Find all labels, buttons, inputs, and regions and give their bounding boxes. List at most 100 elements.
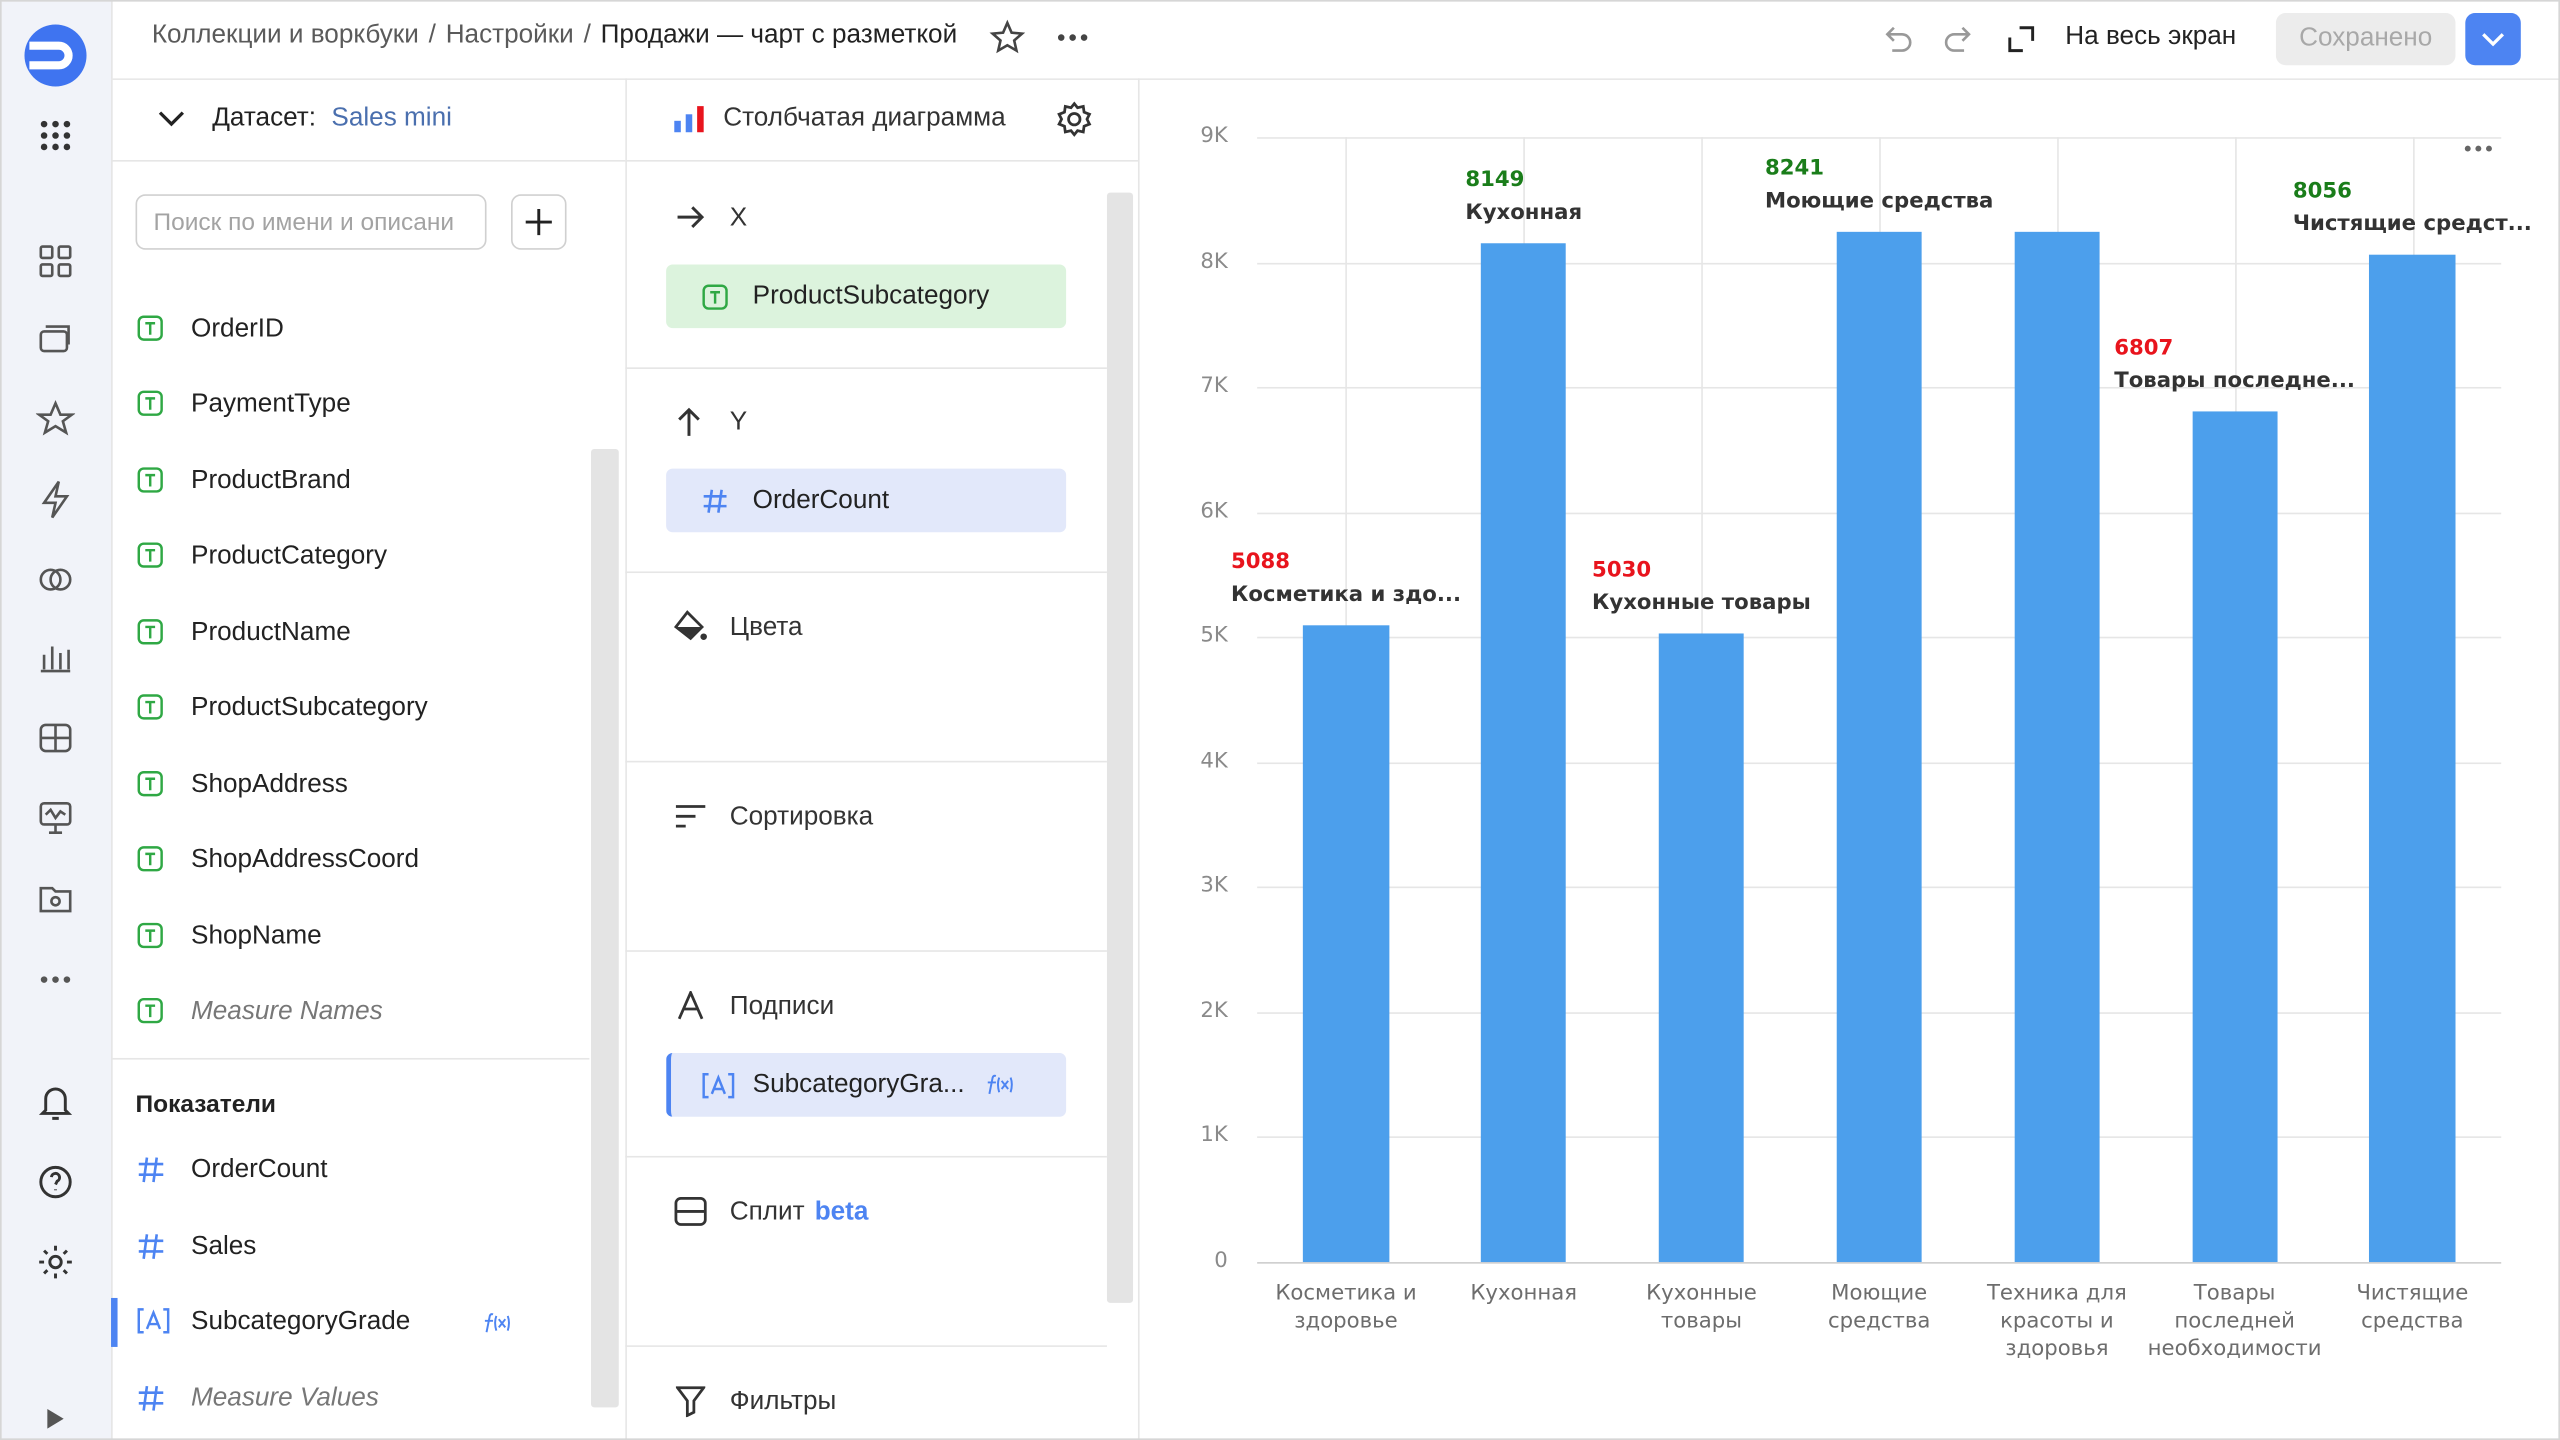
divider — [625, 571, 1107, 573]
icon-part — [145, 322, 155, 333]
field-name: SubcategoryGra... — [753, 1053, 965, 1117]
field-item[interactable]: ShopName — [111, 912, 593, 961]
y-tick-label: 9K — [1162, 124, 1227, 148]
colors-icon — [673, 609, 709, 645]
y-tick-label: 5K — [1162, 624, 1227, 648]
field-item[interactable]: OrderID — [111, 304, 593, 353]
dataset-name[interactable]: Sales mini — [331, 104, 452, 133]
top-bar: Коллекции и воркбуки / Настройки / Прода… — [111, 0, 2560, 80]
breadcrumb[interactable]: Коллекции и воркбуки — [152, 21, 419, 50]
section-title: Подписи — [730, 993, 834, 1022]
measure-list: OrderCount Sales SubcategoryGrade Measure V… — [111, 1140, 593, 1440]
wizard-panel: Столбчатая диаграмма X ProductSubcategor… — [625, 78, 1139, 1440]
divider — [625, 1345, 1107, 1347]
add-field-button[interactable] — [511, 194, 567, 250]
icon-part — [145, 398, 155, 409]
y-tick-label: 2K — [1162, 999, 1227, 1023]
grid-line — [1257, 262, 2501, 264]
dataset-panel: Датасет: Sales mini Поиск по имени и опи… — [111, 78, 627, 1440]
text-type-icon — [137, 466, 170, 495]
breadcrumb[interactable]: Настройки — [446, 21, 574, 50]
chart-name: Продажи — чарт с разметкой — [601, 21, 958, 50]
field-name: ShopAddressCoord — [191, 836, 419, 885]
favorite-icon[interactable] — [989, 20, 1025, 56]
split-icon — [674, 1197, 707, 1226]
bar — [2014, 232, 2099, 1262]
data-label-name: Косметика и здо... — [1231, 580, 1461, 613]
icon-part — [145, 626, 155, 637]
logo[interactable] — [23, 23, 88, 88]
filters-icon — [676, 1384, 705, 1417]
y-field[interactable]: OrderCount — [666, 469, 1066, 533]
section-title: X — [730, 204, 747, 233]
field-item[interactable]: OrderCount — [111, 1146, 593, 1195]
more-icon[interactable] — [39, 973, 72, 986]
data-label: 8241Моющие средства — [1765, 154, 1993, 219]
breadcrumb-separator: / — [429, 21, 436, 50]
more-menu[interactable] — [1056, 31, 1089, 44]
x-tick-label: Моющие средства — [1788, 1280, 1971, 1336]
field-item[interactable]: ShopAddressCoord — [111, 836, 593, 885]
field-name: OrderCount — [753, 469, 889, 533]
collapse-icon[interactable] — [157, 109, 186, 129]
chart-type-icon — [673, 104, 706, 133]
text-type-icon — [137, 998, 170, 1027]
y-tick-label: 3K — [1162, 874, 1227, 898]
bar — [2192, 411, 2277, 1262]
search-placeholder: Поиск по имени и описани — [153, 209, 454, 237]
selection-marker — [111, 1298, 118, 1347]
chart-type[interactable]: Столбчатая диаграмма — [723, 104, 1005, 133]
number-type-icon — [702, 488, 728, 514]
dimension-list: OrderDate OrderID PaymentType ProductBrand P… — [111, 268, 593, 1045]
formula-icon — [981, 1074, 1014, 1095]
label-type-icon — [137, 1308, 170, 1337]
field-item[interactable]: Measure Values — [111, 1374, 593, 1423]
chart-menu[interactable] — [2464, 144, 2493, 154]
field-item[interactable]: ProductSubcategory — [111, 684, 593, 733]
field-name: ProductSubcategory — [191, 684, 428, 733]
expand-icon[interactable] — [44, 1407, 67, 1430]
field-item[interactable]: PaymentType — [111, 380, 593, 429]
icon-part — [145, 550, 155, 561]
undo-redo[interactable] — [1882, 23, 1973, 56]
grid-line — [1257, 137, 2501, 139]
x-field[interactable]: ProductSubcategory — [666, 264, 1066, 328]
x-icon — [674, 202, 707, 231]
icon-part — [145, 474, 155, 485]
label-type-icon — [702, 1073, 735, 1099]
field-item[interactable]: ShopAddress — [111, 760, 593, 809]
grid-line — [1257, 1012, 2501, 1014]
search-input[interactable]: Поиск по имени и описани — [136, 194, 487, 250]
data-label: 8056Чистящие средст... — [2293, 177, 2532, 242]
x-grid-line — [2412, 137, 2414, 1262]
apps-icon[interactable] — [39, 119, 72, 152]
field-item[interactable]: ProductCategory — [111, 532, 593, 581]
text-type-icon — [137, 542, 170, 571]
field-item[interactable]: Sales — [111, 1222, 593, 1271]
save-menu-button[interactable] — [2465, 13, 2521, 65]
nav-bottom-icons[interactable] — [36, 1081, 75, 1287]
field-item[interactable]: ProductName — [111, 608, 593, 657]
field-item[interactable]: Measure Names — [111, 988, 593, 1037]
data-label: 5030Кухонные товары — [1592, 555, 1811, 620]
scrollbar — [591, 449, 619, 1407]
save-button[interactable]: Сохранено — [2276, 13, 2456, 65]
number-type-icon — [137, 1384, 170, 1413]
text-type-icon — [137, 618, 170, 647]
settings-icon[interactable] — [1056, 101, 1092, 137]
grid-line — [1257, 512, 2501, 514]
nav-icons[interactable] — [36, 242, 75, 1026]
text-type-icon — [137, 846, 170, 875]
grid-line — [1257, 637, 2501, 639]
fullscreen-button[interactable]: На весь экран — [2065, 23, 2236, 52]
labels-field[interactable]: SubcategoryGra... — [666, 1053, 1066, 1117]
icon-part — [139, 1158, 163, 1182]
dataset-header: Датасет: Sales mini — [111, 78, 625, 161]
field-name: PaymentType — [191, 380, 351, 429]
fullscreen-icon[interactable] — [2007, 24, 2036, 53]
field-item[interactable]: SubcategoryGrade — [111, 1298, 593, 1347]
field-item[interactable]: ProductBrand — [111, 456, 593, 505]
field-item[interactable]: OrderDate — [111, 268, 593, 278]
